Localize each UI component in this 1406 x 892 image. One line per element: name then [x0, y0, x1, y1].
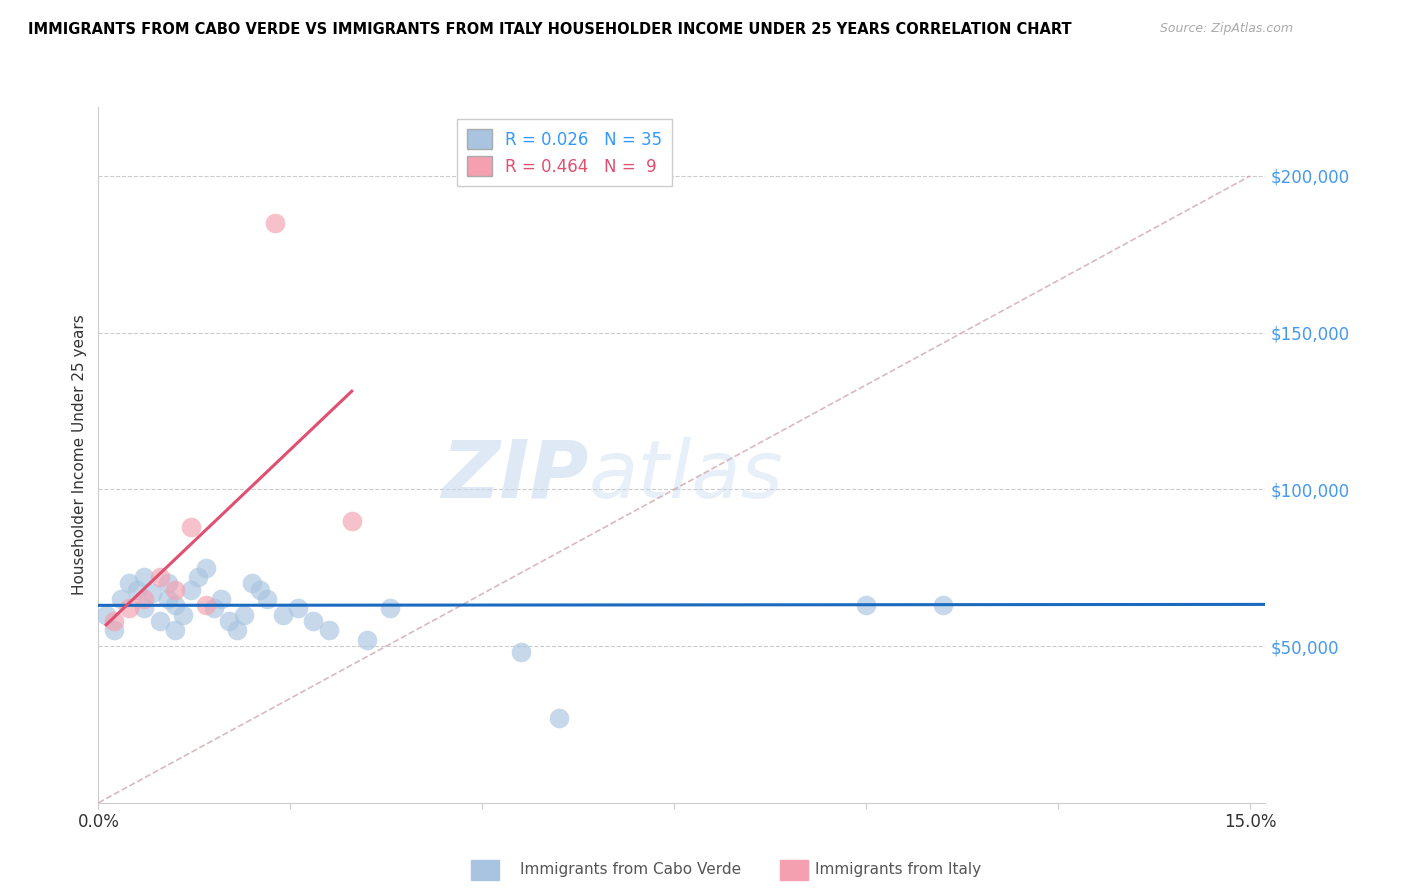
- Text: IMMIGRANTS FROM CABO VERDE VS IMMIGRANTS FROM ITALY HOUSEHOLDER INCOME UNDER 25 : IMMIGRANTS FROM CABO VERDE VS IMMIGRANTS…: [28, 22, 1071, 37]
- Point: [118, 601, 141, 615]
- Point: [165, 624, 187, 638]
- Point: [509, 645, 531, 659]
- Point: [209, 592, 232, 607]
- Point: [187, 570, 209, 584]
- Point: [156, 592, 179, 607]
- Point: [180, 582, 202, 597]
- Point: [125, 582, 148, 597]
- Point: [180, 520, 202, 534]
- Point: [149, 614, 172, 628]
- Point: [194, 560, 217, 574]
- Point: [134, 601, 156, 615]
- Point: [103, 614, 125, 628]
- Point: [302, 614, 325, 628]
- Point: [103, 624, 125, 638]
- Point: [141, 586, 163, 600]
- Text: ZIP: ZIP: [441, 437, 589, 515]
- Point: [240, 576, 263, 591]
- Point: [256, 592, 278, 607]
- Point: [287, 601, 309, 615]
- Point: [225, 624, 247, 638]
- Legend: R = 0.026   N = 35, R = 0.464   N =  9: R = 0.026 N = 35, R = 0.464 N = 9: [457, 119, 672, 186]
- Point: [202, 601, 225, 615]
- Point: [149, 570, 172, 584]
- Point: [340, 514, 363, 528]
- Text: Source: ZipAtlas.com: Source: ZipAtlas.com: [1160, 22, 1294, 36]
- Point: [165, 599, 187, 613]
- Point: [194, 599, 217, 613]
- Point: [218, 614, 240, 628]
- Point: [233, 607, 256, 622]
- Point: [172, 607, 194, 622]
- Point: [271, 607, 294, 622]
- Point: [264, 216, 287, 230]
- Point: [932, 599, 955, 613]
- Point: [855, 599, 877, 613]
- Point: [378, 601, 402, 615]
- Point: [318, 624, 340, 638]
- Point: [118, 576, 141, 591]
- Y-axis label: Householder Income Under 25 years: Householder Income Under 25 years: [72, 315, 87, 595]
- Text: Immigrants from Cabo Verde: Immigrants from Cabo Verde: [520, 863, 741, 877]
- Point: [156, 576, 179, 591]
- Point: [165, 582, 187, 597]
- Point: [110, 592, 132, 607]
- Point: [249, 582, 271, 597]
- Point: [548, 711, 571, 725]
- Text: atlas: atlas: [589, 437, 783, 515]
- Point: [134, 570, 156, 584]
- Point: [356, 632, 378, 647]
- Text: Immigrants from Italy: Immigrants from Italy: [815, 863, 981, 877]
- Point: [134, 592, 156, 607]
- Point: [94, 607, 117, 622]
